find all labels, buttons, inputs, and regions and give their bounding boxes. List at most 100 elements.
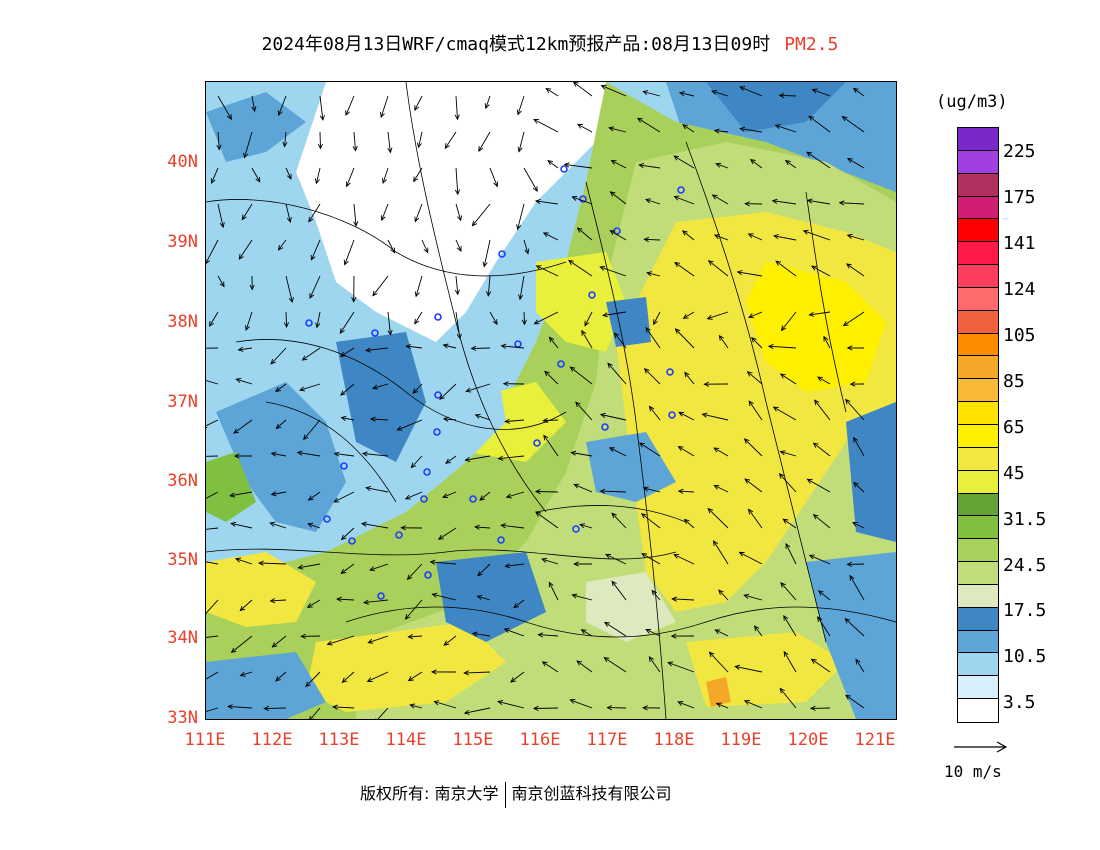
wind-arrow: [643, 236, 661, 243]
wind-arrow: [442, 416, 457, 422]
wind-arrow: [263, 705, 287, 712]
legend-label-24-5: 24.5: [1003, 555, 1047, 576]
wind-arrow: [372, 383, 389, 390]
wind-arrow: [301, 347, 321, 361]
wind-arrow: [299, 383, 321, 392]
wind-arrow: [269, 521, 287, 529]
wind-arrow: [678, 411, 695, 421]
wind-arrow: [739, 86, 763, 97]
wind-arrow: [533, 119, 559, 133]
wind-arrow: [445, 455, 457, 464]
wind-arrow: [239, 599, 253, 612]
colorbar-swatch: [958, 607, 998, 631]
wind-arrow: [674, 328, 695, 349]
wind-arrow: [251, 95, 257, 113]
wind-arrow: [235, 377, 253, 385]
wind-arrow: [216, 131, 222, 151]
wind-arrow: [842, 311, 865, 327]
lat-label-35n: 35N: [167, 550, 198, 570]
lon-label-111e: 111E: [184, 730, 226, 750]
wind-arrow: [351, 275, 357, 303]
lon-label-113e: 113E: [318, 730, 360, 750]
colorbar-swatch: [958, 699, 998, 722]
wind-arrow: [229, 491, 253, 498]
wind-arrow: [743, 438, 763, 457]
reference-vector-arrow: [954, 741, 1008, 753]
wind-arrow: [846, 233, 865, 241]
wind-arrow: [673, 195, 695, 205]
wind-arrow: [602, 311, 627, 318]
wind-arrow: [563, 162, 593, 169]
wind-arrow: [352, 131, 358, 152]
wind-arrow: [784, 159, 797, 169]
wind-arrow: [608, 447, 627, 457]
colorbar-swatch: [958, 150, 998, 174]
wind-arrow: [510, 671, 525, 683]
wind-arrow: [751, 336, 763, 349]
wind-arrow: [206, 239, 219, 264]
wind-arrow: [734, 664, 763, 673]
wind-arrow: [380, 203, 389, 222]
title-main: 2024年08月13日WRF/cmaq模式12km预报产品:08月13日09时: [261, 34, 771, 55]
wind-arrow: [806, 151, 831, 169]
wind-arrow: [380, 95, 389, 119]
lat-label-38n: 38N: [167, 312, 198, 332]
wind-arrow: [210, 167, 219, 185]
colorbar-swatch: [958, 219, 998, 243]
wind-arrow: [671, 596, 695, 602]
wind-arrow: [471, 631, 491, 637]
wind-arrow: [576, 227, 593, 241]
wind-arrow: [333, 451, 355, 457]
wind-arrow: [711, 194, 729, 205]
wind-arrow: [381, 167, 389, 184]
wind-arrow: [516, 95, 525, 116]
wind-arrow: [780, 311, 797, 332]
wind-arrow: [736, 270, 763, 277]
wind-arrow: [285, 203, 292, 224]
wind-arrow: [605, 554, 627, 565]
legend-label-31-5: 31.5: [1003, 509, 1047, 530]
wind-arrow: [811, 88, 831, 97]
wind-arrow: [309, 707, 321, 719]
wind-arrow: [783, 615, 797, 637]
wind-arrow: [681, 230, 695, 241]
wind-arrow: [206, 380, 219, 385]
pm25-concentration-field: [206, 82, 896, 719]
wind-arrow: [851, 522, 865, 529]
lon-label-114e: 114E: [385, 730, 427, 750]
wind-arrow: [245, 311, 253, 331]
wind-arrow: [778, 92, 797, 99]
wind-arrow: [410, 455, 423, 469]
wind-arrow: [570, 450, 593, 457]
wind-arrow: [270, 347, 287, 365]
wind-arrow: [270, 491, 287, 497]
wind-arrow: [310, 239, 321, 261]
wind-arrow: [714, 629, 729, 637]
wind-arrow: [500, 523, 525, 529]
wind-arrow: [505, 491, 525, 499]
wind-arrow: [366, 671, 389, 682]
pm25-map-panel[interactable]: [205, 81, 897, 720]
wind-arrow: [374, 707, 389, 719]
colorbar-swatch: [958, 584, 998, 608]
wind-arrow: [547, 159, 559, 169]
colorbar-swatch: [958, 653, 998, 677]
wind-arrow: [534, 198, 559, 205]
wind-arrow: [845, 694, 865, 709]
wind-arrow: [610, 160, 627, 169]
wind-arrow: [780, 582, 797, 601]
wind-arrow: [713, 540, 729, 565]
lat-label-40n: 40N: [167, 152, 198, 172]
wind-arrow: [387, 239, 395, 254]
wind-arrow: [707, 260, 729, 277]
wind-arrow: [748, 311, 763, 319]
wind-arrow: [674, 261, 695, 277]
wind-arrow: [651, 589, 661, 601]
wind-arrow: [753, 625, 763, 637]
wind-arrow: [404, 599, 423, 620]
wind-arrow: [576, 660, 593, 673]
wind-arrow: [437, 527, 457, 540]
legend-label-10-5: 10.5: [1003, 646, 1047, 667]
wind-arrow: [645, 628, 661, 637]
lon-label-117e: 117E: [586, 730, 628, 750]
